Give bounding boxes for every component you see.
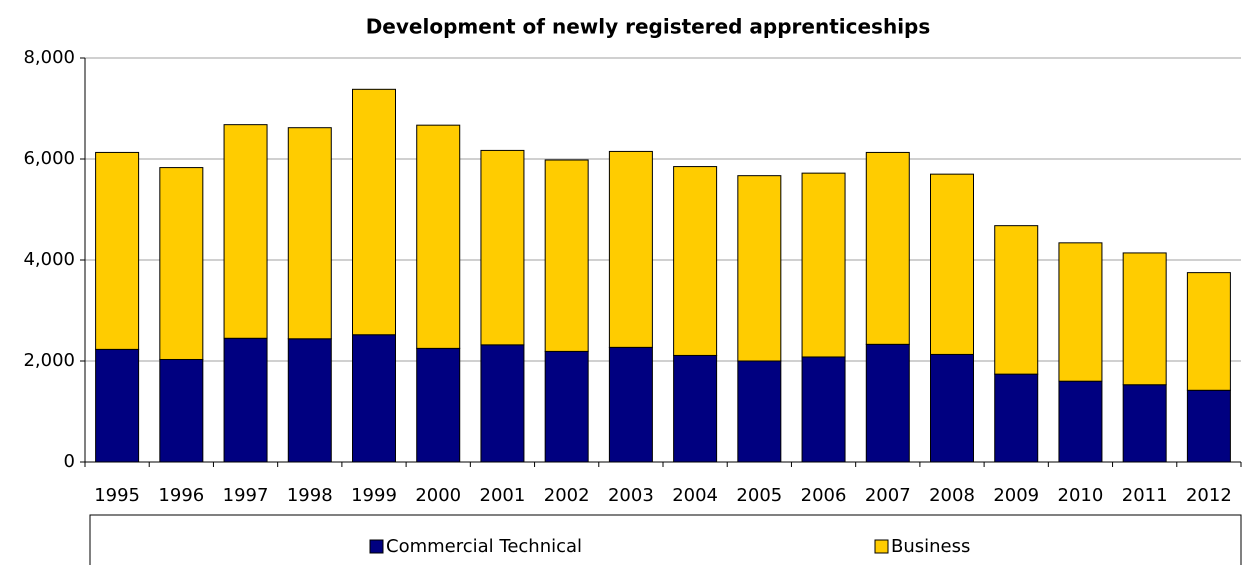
bar-segment xyxy=(865,343,910,463)
bar-segment xyxy=(223,124,268,339)
x-tick-label: 1995 xyxy=(94,485,140,506)
bar-segment xyxy=(930,353,974,463)
x-tick-label: 2002 xyxy=(544,485,590,506)
bar-segment xyxy=(608,150,653,348)
bar-segment xyxy=(544,350,589,463)
legend-swatch xyxy=(874,539,889,554)
legend-box xyxy=(89,514,1242,565)
x-tick-label: 2005 xyxy=(736,485,782,506)
bar-segment xyxy=(673,166,718,356)
x-tick-label: 1996 xyxy=(158,485,204,506)
bar-segment xyxy=(801,356,846,463)
x-tick-label: 2003 xyxy=(608,485,654,506)
bar-segment xyxy=(1186,272,1231,391)
x-tick-label: 2012 xyxy=(1186,485,1232,506)
bar-segment xyxy=(480,344,525,463)
bar-segment xyxy=(352,88,396,336)
bar-segment xyxy=(1122,252,1167,386)
bar-segment xyxy=(416,347,461,463)
x-tick-label: 2000 xyxy=(415,485,461,506)
x-tick-label: 2001 xyxy=(480,485,526,506)
legend-label: Commercial Technical xyxy=(386,536,582,557)
bar-segment xyxy=(480,149,525,346)
bar-segment xyxy=(930,173,974,355)
legend-swatch xyxy=(369,539,384,554)
x-tick-label: 2008 xyxy=(929,485,975,506)
x-tick-label: 2009 xyxy=(993,485,1039,506)
bar-segment xyxy=(994,373,1039,463)
bar-segment xyxy=(287,127,332,340)
bar-segment xyxy=(994,225,1039,375)
chart-title: Development of newly registered apprenti… xyxy=(366,15,931,39)
bar-segment xyxy=(801,172,846,358)
bar-segment xyxy=(223,337,268,463)
x-tick-label: 2007 xyxy=(865,485,911,506)
x-tick-label: 1997 xyxy=(223,485,269,506)
bar-segment xyxy=(416,124,461,349)
bar-segment xyxy=(159,167,204,360)
bar-segment xyxy=(1186,389,1231,463)
bar-segment xyxy=(544,159,589,352)
x-tick-label: 2011 xyxy=(1122,485,1168,506)
x-tick-label: 2006 xyxy=(801,485,847,506)
y-tick-label: 6,000 xyxy=(23,148,75,169)
bar-segment xyxy=(1058,242,1103,382)
bar-segment xyxy=(865,151,910,345)
bar-segment xyxy=(352,334,396,463)
y-tick-label: 8,000 xyxy=(23,47,75,68)
legend-label: Business xyxy=(891,536,970,557)
x-tick-label: 2004 xyxy=(672,485,718,506)
bar-segment xyxy=(1058,380,1103,463)
x-tick-label: 1998 xyxy=(287,485,333,506)
bar-segment xyxy=(287,338,332,463)
bar-segment xyxy=(159,358,204,463)
bar-segment xyxy=(737,175,782,362)
y-tick-label: 2,000 xyxy=(23,350,75,371)
bar-segment xyxy=(95,151,140,350)
y-tick-label: 4,000 xyxy=(23,249,75,270)
x-tick-label: 2010 xyxy=(1058,485,1104,506)
y-tick-label: 0 xyxy=(64,451,75,472)
bar-segment xyxy=(95,348,140,463)
bar-segment xyxy=(673,354,718,463)
bar-segment xyxy=(1122,384,1167,463)
bar-segment xyxy=(608,346,653,463)
bar-segment xyxy=(737,360,782,463)
x-tick-label: 1999 xyxy=(351,485,397,506)
